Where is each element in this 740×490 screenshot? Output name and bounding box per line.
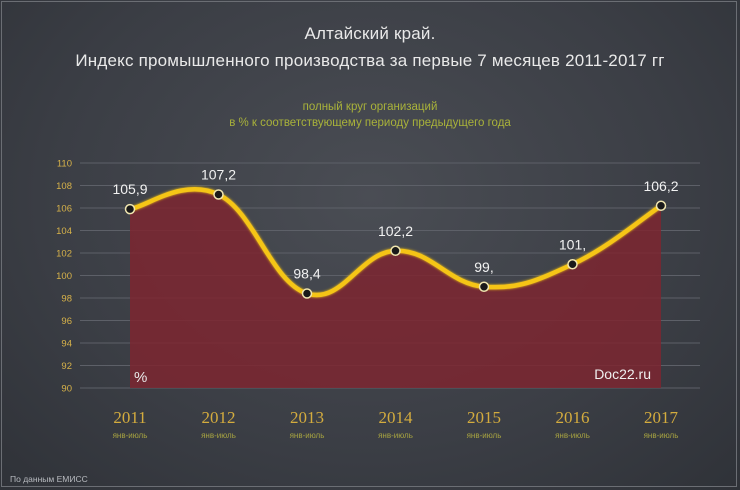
- y-tick-label: 110: [57, 159, 72, 170]
- data-labels: 105,9 107,2 98,4 102,2 99, 101, 106,2: [112, 167, 678, 282]
- data-point-marker: [124, 203, 136, 215]
- x-tick-period: янв-июль: [467, 431, 502, 440]
- y-tick-label: 98: [61, 294, 72, 305]
- source-note: По данным ЕМИСС: [10, 474, 88, 484]
- x-tick-period: янв-июль: [113, 431, 148, 440]
- data-label: 102,2: [378, 223, 413, 239]
- data-point-marker: [213, 189, 224, 200]
- data-label: 106,2: [643, 178, 678, 194]
- chart-title-line2: Индекс промышленного производства за пер…: [75, 51, 665, 70]
- y-tick-label: 104: [56, 226, 72, 237]
- data-markers: [124, 189, 667, 299]
- data-label: 99,: [474, 259, 493, 275]
- y-tick-label: 92: [61, 361, 72, 372]
- watermark-text: Doc22.ru: [594, 366, 651, 382]
- area-shape: [130, 189, 661, 388]
- x-tick-year: 2011: [113, 408, 146, 427]
- chart-subtitle-line1: полный круг организаций: [302, 101, 438, 113]
- x-tick-period: янв-июль: [201, 431, 236, 440]
- y-tick-label: 90: [61, 384, 72, 395]
- y-tick-label: 100: [56, 271, 72, 282]
- x-axis-labels: 2011 янв-июль 2012 янв-июль 2013 янв-июль 2014…: [113, 408, 679, 440]
- data-point-marker: [301, 288, 313, 299]
- y-tick-label: 96: [61, 316, 72, 327]
- chart-subtitle-line2: в % к соответствующему периоду предыдуще…: [229, 117, 511, 129]
- x-tick-period: янв-июль: [290, 431, 325, 440]
- y-tick-label: 108: [56, 181, 72, 192]
- x-tick-period: янв-июль: [644, 431, 679, 440]
- x-tick-year: 2014: [379, 408, 414, 427]
- data-point-marker: [567, 259, 578, 270]
- x-tick-year: 2016: [556, 408, 590, 427]
- data-point-marker: [478, 281, 490, 292]
- chart-title-line1: Алтайский край.: [304, 24, 436, 43]
- y-tick-label: 102: [56, 249, 72, 260]
- data-label: 101,: [559, 236, 586, 252]
- data-label: 98,4: [293, 266, 320, 282]
- x-tick-year: 2015: [467, 408, 501, 427]
- x-tick-year: 2013: [290, 408, 324, 427]
- x-tick-period: янв-июль: [555, 431, 590, 440]
- y-axis-ticks: 90 92 94 96 98 100 102 104 106 108 110: [56, 159, 72, 395]
- x-tick-year: 2012: [202, 408, 236, 427]
- unit-label: %: [134, 369, 147, 386]
- data-point-marker: [390, 245, 401, 256]
- data-label: 105,9: [112, 181, 147, 197]
- y-tick-label: 106: [56, 204, 72, 215]
- data-point-marker: [655, 200, 667, 211]
- x-tick-year: 2017: [644, 408, 679, 427]
- area-fill: [130, 189, 661, 388]
- data-label: 107,2: [201, 167, 236, 183]
- y-tick-label: 94: [61, 339, 72, 350]
- x-tick-period: янв-июль: [378, 431, 413, 440]
